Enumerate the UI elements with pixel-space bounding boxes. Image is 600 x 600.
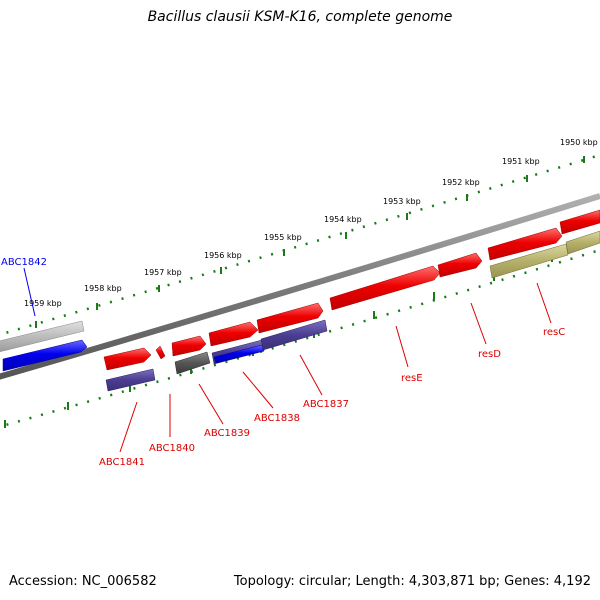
scale-label: 1958 kbp [84, 284, 122, 293]
scale-label: 1952 kbp [442, 178, 480, 187]
gene-label: resD [478, 349, 501, 360]
gene-arrow-resd [437, 252, 483, 278]
gene-label: ABC1837 [303, 399, 349, 410]
scale-label: 1959 kbp [24, 299, 62, 308]
scale-label: 1955 kbp [264, 233, 302, 242]
gene-label: ABC1840 [149, 443, 195, 454]
scale-labels: 1950 kbp 1951 kbp 1952 kbp 1953 kbp 1954… [24, 138, 598, 308]
gene-arrow-abc1839-forward [171, 335, 207, 357]
gene-arrow-abc1838-blue [213, 344, 265, 364]
gene-arrow-abc1838-forward [208, 321, 259, 347]
gene-arrows [0, 209, 600, 392]
gene-arrow-abc1841-reverse [105, 368, 156, 392]
gene-arrow-rese [329, 265, 441, 311]
scale-label: 1954 kbp [324, 215, 362, 224]
accession-text: Accession: NC_006582 [9, 574, 157, 589]
gene-arrow-abc1842 [2, 339, 88, 372]
outer-major-ticks [35, 156, 585, 328]
scale-label: 1950 kbp [560, 138, 598, 147]
gene-label: resC [543, 327, 565, 338]
outer-tick-track [0, 153, 600, 336]
gene-arrow-right-forward [559, 209, 600, 235]
gene-arrow-abc1841-forward [103, 347, 152, 371]
gene-arrow-resc-forward [487, 227, 563, 261]
gene-arrow-right-reverse [565, 230, 600, 255]
gene-label: ABC1841 [99, 457, 145, 468]
gene-label: ABC1842 [1, 257, 47, 268]
gene-arrow-resc-reverse [489, 243, 569, 279]
gene-arrow-abc1837-reverse [260, 319, 328, 351]
map-title: Bacillus clausii KSM-K16, complete genom… [147, 9, 453, 25]
gene-label: ABC1839 [204, 428, 250, 439]
leader-lines [23, 267, 552, 453]
gene-arrow-abc1837-forward [256, 302, 324, 334]
gene-arrow-light [0, 320, 85, 353]
scale-label: 1953 kbp [383, 197, 421, 206]
topology-text: Topology: circular; Length: 4,303,871 bp… [233, 574, 591, 589]
genome-backbone [0, 193, 600, 380]
scale-label: 1951 kbp [502, 157, 540, 166]
scale-label: 1957 kbp [144, 268, 182, 277]
gene-arrow-abc1839-reverse [174, 351, 211, 375]
gene-labels: ABC1842 ABC1841 ABC1840 ABC1839 ABC1838 … [1, 257, 565, 468]
gene-label: resE [401, 373, 423, 384]
gene-arrow-abc1840 [155, 345, 166, 360]
gene-label: ABC1838 [254, 413, 300, 424]
scale-label: 1956 kbp [204, 251, 242, 260]
